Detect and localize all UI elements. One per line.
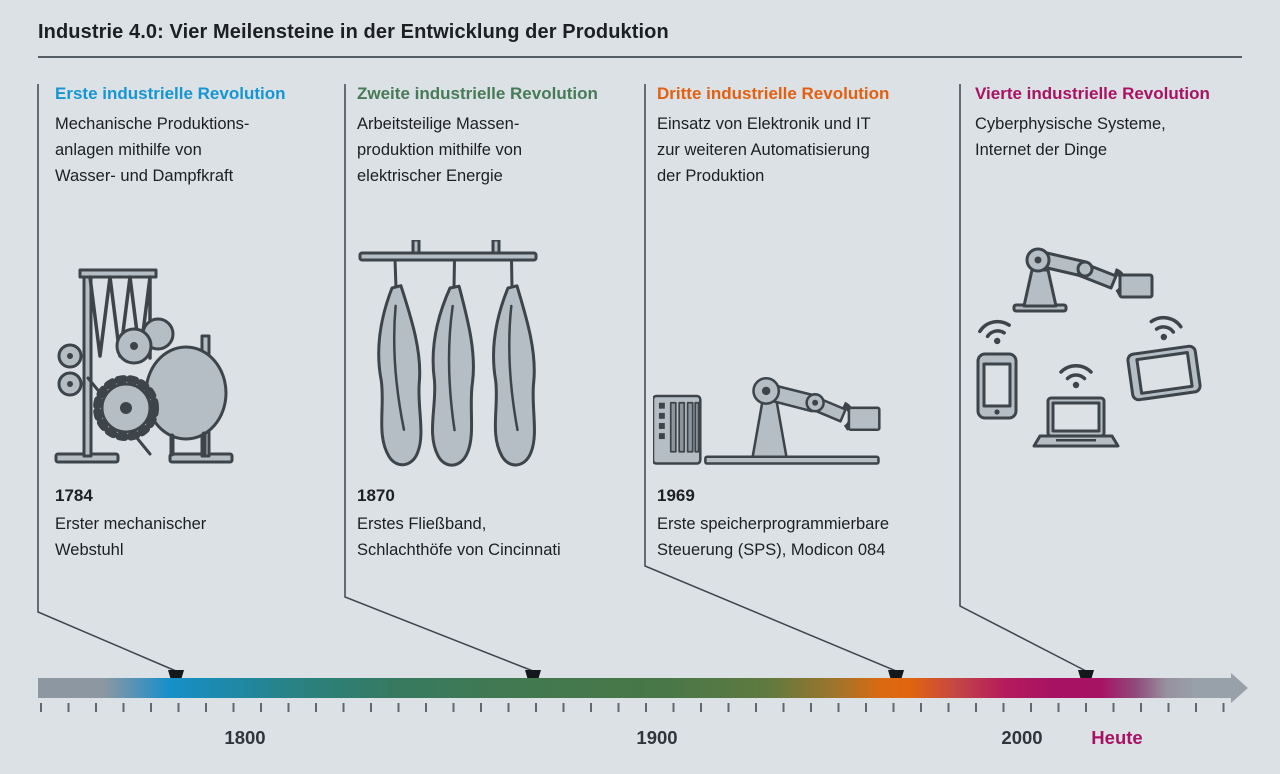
column-4-description: Cyberphysische Systeme, Internet der Din…	[975, 115, 1166, 160]
milestone-1-year-block: 1784 Erster mechanischer Webstuhl	[55, 486, 206, 563]
column-4-heading: Vierte industrielle Revolution	[975, 84, 1210, 103]
timeline-label-2000: 2000	[1001, 727, 1043, 748]
milestone-2-caption: Erstes Fließband, Schlachthöfe von Cinci…	[357, 515, 561, 560]
milestone-3-year: 1969	[657, 486, 695, 505]
conveyor-carcasses-icon	[358, 240, 538, 472]
milestone-3-year-block: 1969 Erste speicherprogrammierbare Steue…	[657, 486, 889, 563]
column-3-heading: Dritte industrielle Revolution	[657, 84, 890, 103]
timeline-tick-marks	[40, 703, 1240, 712]
column-3-description: Einsatz von Elektronik und IT zur weiter…	[657, 115, 871, 186]
milestone-column-3: Dritte industrielle Revolution Einsatz v…	[657, 84, 957, 189]
milestone-1-year: 1784	[55, 486, 93, 505]
timeline-label-heute: Heute	[1091, 727, 1143, 748]
column-2-heading: Zweite industrielle Revolution	[357, 84, 598, 103]
milestone-column-2: Zweite industrielle Revolution Arbeitste…	[357, 84, 649, 189]
connected-devices-icon	[968, 232, 1208, 472]
timeline-arrow-tip	[1231, 673, 1248, 703]
milestone-3-caption: Erste speicherprogrammierbare Steuerung …	[657, 515, 890, 560]
title-divider	[38, 56, 1242, 58]
milestone-column-1: Erste industrielle Revolution Mechanisch…	[55, 84, 335, 189]
column-1-heading: Erste industrielle Revolution	[55, 84, 286, 103]
timeline-label-1800: 1800	[224, 727, 266, 748]
milestone-column-4: Vierte industrielle Revolution Cyberphys…	[975, 84, 1275, 163]
plc-robot-arm-icon	[653, 352, 881, 467]
mechanical-loom-icon	[52, 228, 237, 468]
milestone-2-year-block: 1870 Erstes Fließband, Schlachthöfe von …	[357, 486, 561, 563]
milestone-1-caption: Erster mechanischer Webstuhl	[55, 515, 207, 560]
column-1-description: Mechanische Produktions- anlagen mithilf…	[55, 115, 250, 186]
timeline-label-1900: 1900	[636, 727, 678, 748]
column-2-description: Arbeitsteilige Massen- produktion mithil…	[357, 115, 523, 186]
timeline-gradient-bar	[38, 678, 1232, 698]
milestone-2-year: 1870	[357, 486, 395, 505]
page-title: Industrie 4.0: Vier Meilensteine in der …	[38, 21, 669, 43]
